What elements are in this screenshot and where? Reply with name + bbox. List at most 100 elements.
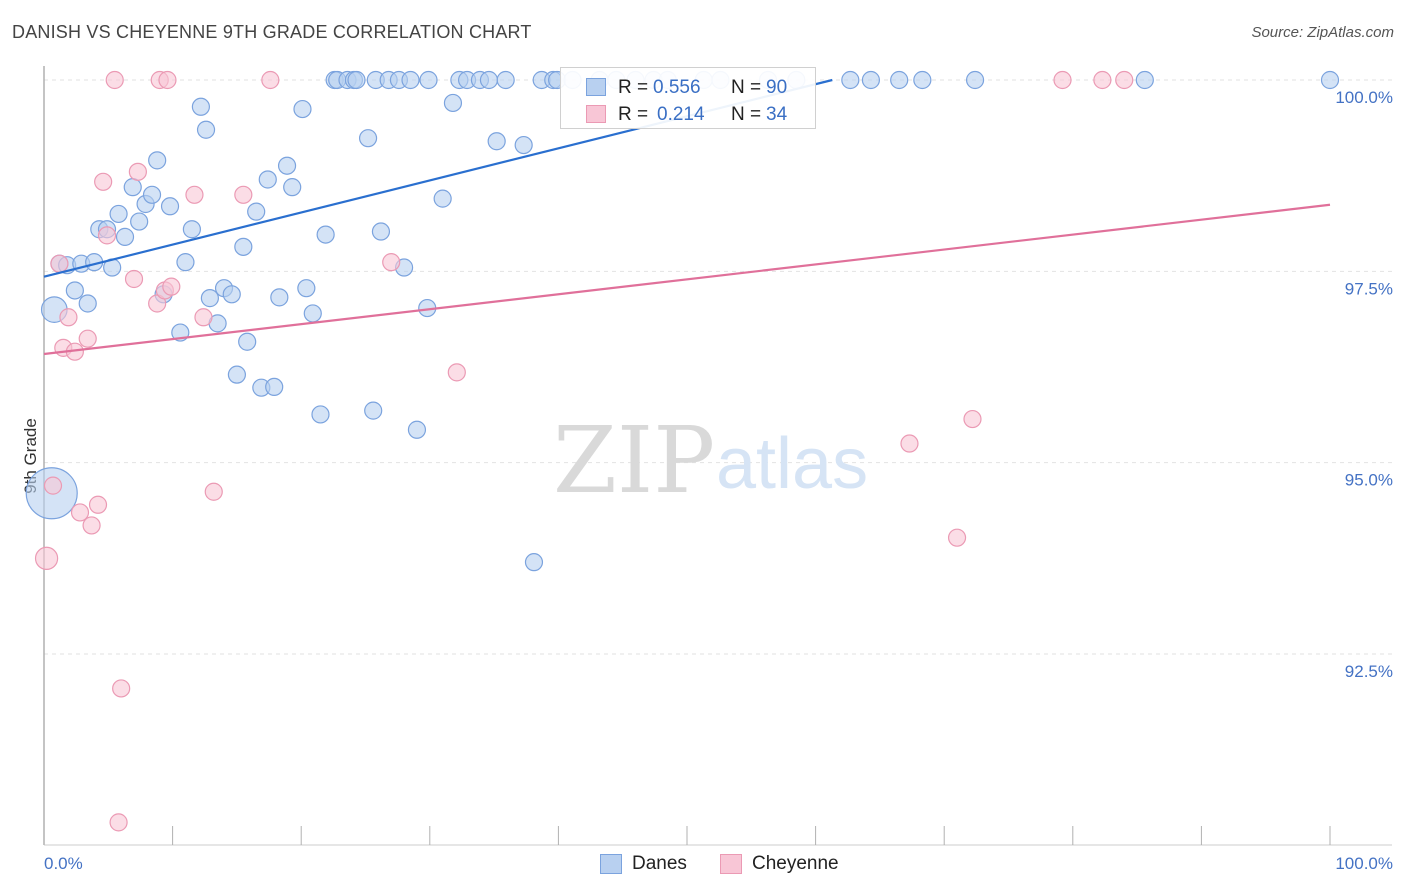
danes-point <box>130 212 149 231</box>
danes-point <box>913 70 932 90</box>
x-tick-label: 0.0% <box>44 854 83 873</box>
axes <box>43 66 1392 846</box>
cheyenne-point <box>109 813 128 832</box>
danes-point <box>524 553 544 572</box>
danes-point <box>258 170 277 189</box>
y-tick-label: 92.5% <box>1345 662 1393 681</box>
danes-point <box>176 253 195 272</box>
r-value: 0.214 <box>657 104 705 125</box>
watermark-atlas: atlas <box>716 424 868 504</box>
danes-point <box>247 202 266 221</box>
source-label: Source: ZipAtlas.com <box>1251 24 1394 41</box>
danes-point <box>311 405 330 424</box>
danes-point <box>200 289 219 308</box>
cheyenne-point <box>1093 70 1112 90</box>
danes-point <box>347 70 366 90</box>
cheyenne-points <box>34 70 1134 832</box>
danes-point <box>965 70 985 90</box>
cheyenne-point <box>70 503 90 522</box>
cheyenne-point <box>158 70 177 90</box>
y-tick-label: 97.5% <box>1345 279 1393 298</box>
danes-point <box>182 220 201 239</box>
chart-title: DANISH VS CHEYENNE 9TH GRADE CORRELATION… <box>12 22 532 42</box>
stats-box: R = 0.556 N = 90 R = 0.214 N = 34 <box>560 67 816 129</box>
tick-labels: 100.0% 97.5% 95.0% 92.5% 0.0% 100.0% <box>44 88 1393 873</box>
grid-lines <box>44 79 1392 655</box>
danes-point <box>293 99 312 119</box>
cheyenne-point <box>447 363 466 382</box>
danes-point <box>142 185 162 204</box>
cheyenne-point <box>963 409 982 429</box>
y-tick-label: 95.0% <box>1345 471 1393 490</box>
cheyenne-point <box>97 226 117 245</box>
danes-point <box>234 237 253 256</box>
danes-point <box>401 70 420 90</box>
cheyenne-point <box>900 434 919 453</box>
danes-point <box>109 204 128 224</box>
r-label: R = <box>618 104 649 125</box>
danes-point <box>277 156 297 175</box>
cheyenne-legend-swatch <box>720 854 742 874</box>
cheyenne-point <box>204 482 223 501</box>
cheyenne-point <box>1053 70 1072 90</box>
cheyenne-point <box>382 253 401 272</box>
danes-point <box>496 70 515 90</box>
cheyenne-point <box>947 528 967 547</box>
danes-point <box>148 151 167 170</box>
x-tick-label: 100.0% <box>1335 854 1393 873</box>
y-tick-label: 100.0% <box>1335 88 1393 107</box>
danes-point <box>78 294 97 313</box>
cheyenne-swatch <box>586 105 606 123</box>
danes-point <box>364 401 383 420</box>
watermark: ZIP atlas <box>553 407 868 514</box>
danes-point <box>419 70 438 90</box>
danes-point <box>123 178 142 197</box>
danes-point <box>196 120 216 139</box>
danes-point <box>115 227 135 246</box>
n-label: N = <box>731 77 762 98</box>
danes-point <box>371 222 391 241</box>
danes-point <box>1320 70 1340 90</box>
danes-point <box>265 377 284 396</box>
cheyenne-point <box>34 546 59 570</box>
cheyenne-point <box>59 308 78 327</box>
danes-swatch <box>586 78 606 96</box>
n-value: 90 <box>766 77 788 98</box>
danes-legend-swatch <box>600 854 622 874</box>
cheyenne-point <box>43 476 63 495</box>
cheyenne-legend-label: Cheyenne <box>752 853 839 874</box>
danes-point <box>227 365 246 384</box>
cheyenne-trend-line <box>43 203 1331 356</box>
danes-point <box>841 70 860 90</box>
danes-point <box>270 288 289 307</box>
danes-point <box>433 189 452 208</box>
cheyenne-point <box>82 516 101 535</box>
n-value: 34 <box>766 104 788 125</box>
danes-point <box>238 332 257 351</box>
danes-point <box>160 197 180 216</box>
danes-point <box>407 420 427 439</box>
cheyenne-point <box>112 679 131 698</box>
r-value: 0.556 <box>653 77 701 98</box>
watermark-zip: ZIP <box>553 407 715 514</box>
cheyenne-point <box>1115 70 1134 90</box>
danes-point <box>487 132 506 151</box>
cheyenne-point <box>94 172 113 191</box>
danes-point <box>1135 70 1154 90</box>
danes-point <box>890 70 909 90</box>
cheyenne-point <box>128 162 147 181</box>
cheyenne-point <box>261 70 280 90</box>
cheyenne-point <box>234 185 253 204</box>
danes-point <box>65 281 84 300</box>
r-label: R = <box>618 77 649 98</box>
danes-point <box>297 279 316 298</box>
cheyenne-point <box>185 185 204 204</box>
danes-point <box>514 135 533 155</box>
cheyenne-point <box>124 269 144 289</box>
cheyenne-point <box>194 308 213 327</box>
danes-point <box>443 93 463 113</box>
n-label: N = <box>731 104 762 125</box>
danes-point <box>222 285 241 304</box>
danes-legend-label: Danes <box>632 853 687 874</box>
